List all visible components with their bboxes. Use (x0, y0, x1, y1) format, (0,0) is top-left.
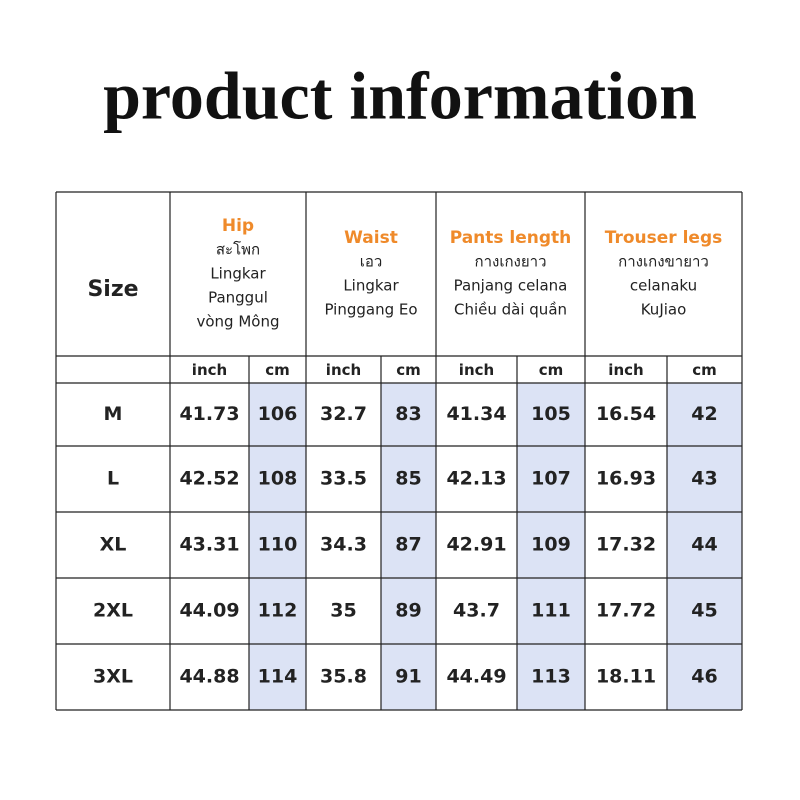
cell-value: 42 (691, 403, 717, 425)
group-line: เอว (360, 253, 383, 271)
unit-label: cm (539, 361, 564, 379)
size-label: L (107, 468, 119, 490)
group-name: Pants length (450, 228, 572, 248)
cell-value: 43.7 (453, 600, 500, 622)
unit-label: inch (192, 361, 227, 379)
cell-value: 44.88 (179, 666, 239, 688)
size-label: 3XL (93, 666, 133, 688)
group-line: Pinggang Eo (324, 301, 417, 319)
size-label: 2XL (93, 600, 133, 622)
size-label: XL (100, 534, 127, 556)
cell-value: 35 (330, 600, 356, 622)
cell-value: 18.11 (596, 666, 656, 688)
unit-label: inch (326, 361, 361, 379)
cm-shade (249, 383, 306, 710)
cm-shade (667, 383, 742, 710)
cell-value: 44 (691, 534, 717, 556)
unit-label: inch (459, 361, 494, 379)
cell-value: 87 (395, 534, 421, 556)
cell-value: 44.09 (179, 600, 239, 622)
cm-shade (381, 383, 436, 710)
cell-value: 42.91 (446, 534, 506, 556)
cell-value: 106 (258, 403, 298, 425)
group-line: vòng Mông (197, 313, 280, 331)
cell-value: 46 (691, 666, 717, 688)
cell-value: 35.8 (320, 666, 367, 688)
group-line: celanaku (630, 277, 697, 295)
cell-value: 110 (258, 534, 298, 556)
cell-value: 41.73 (179, 403, 239, 425)
cm-shade (517, 383, 585, 710)
page-title: product information (103, 58, 697, 134)
cell-value: 41.34 (446, 403, 506, 425)
cell-value: 33.5 (320, 468, 367, 490)
cell-value: 32.7 (320, 403, 367, 425)
cell-value: 112 (258, 600, 298, 622)
group-name: Waist (344, 228, 398, 248)
size-header: Size (87, 277, 138, 302)
cell-value: 43.31 (179, 534, 239, 556)
cell-value: 105 (531, 403, 571, 425)
cell-value: 91 (395, 666, 421, 688)
group-line: Panggul (208, 289, 268, 307)
cell-value: 114 (258, 666, 298, 688)
unit-label: cm (692, 361, 717, 379)
unit-label: cm (396, 361, 421, 379)
unit-label: cm (265, 361, 290, 379)
group-line: กางเกงขายาว (618, 253, 709, 271)
group-name: Trouser legs (605, 228, 723, 248)
group-name: Hip (222, 216, 254, 236)
cell-value: 34.3 (320, 534, 367, 556)
cell-value: 113 (531, 666, 571, 688)
cell-value: 16.54 (596, 403, 656, 425)
cell-value: 17.32 (596, 534, 656, 556)
cell-value: 45 (691, 600, 717, 622)
group-line: Chiều dài quần (454, 301, 567, 319)
cell-value: 85 (395, 468, 421, 490)
group-line: สะโพก (216, 241, 260, 259)
unit-label: inch (608, 361, 643, 379)
cell-value: 107 (531, 468, 571, 490)
cell-value: 43 (691, 468, 717, 490)
cell-value: 16.93 (596, 468, 656, 490)
cell-value: 83 (395, 403, 421, 425)
group-line: Lingkar (343, 277, 399, 295)
cell-value: 44.49 (446, 666, 506, 688)
group-line: กางเกงยาว (475, 253, 547, 271)
cell-value: 17.72 (596, 600, 656, 622)
cell-value: 108 (258, 468, 298, 490)
cell-value: 109 (531, 534, 571, 556)
cell-value: 42.13 (446, 468, 506, 490)
size-label: M (104, 403, 123, 425)
group-line: Panjang celana (454, 277, 568, 295)
group-line: KuJiao (641, 301, 687, 319)
cell-value: 111 (531, 600, 571, 622)
cell-value: 42.52 (179, 468, 239, 490)
cell-value: 89 (395, 600, 421, 622)
group-line: Lingkar (210, 265, 266, 283)
